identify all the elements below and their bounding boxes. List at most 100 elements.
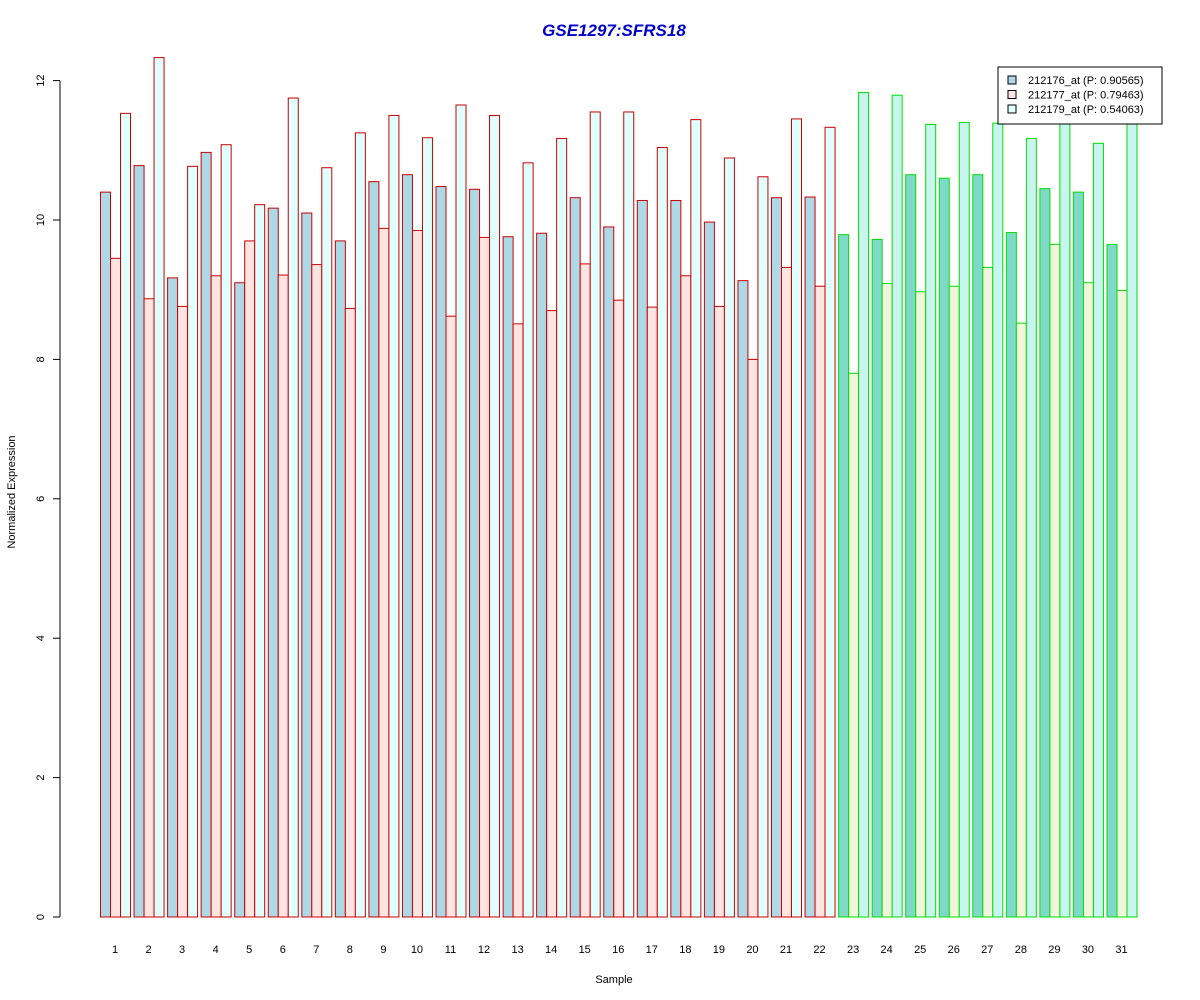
legend-swatch-3	[1007, 104, 1017, 114]
x-tick-label: 24	[881, 944, 893, 956]
x-tick-label: 15	[579, 944, 591, 956]
bar-sample-14-series-3	[556, 137, 568, 918]
bar-sample-11-series-3	[455, 104, 467, 918]
legend-label-2: 212177_at (P: 0.79463)	[1028, 90, 1144, 102]
x-tick-label: 22	[813, 944, 825, 956]
bar-sample-28-series-3	[1025, 137, 1037, 918]
bar-sample-12-series-2	[479, 236, 491, 918]
bar-sample-22-series-1	[804, 196, 816, 918]
bar-sample-5-series-2	[244, 240, 256, 918]
bar-sample-13-series-1	[502, 236, 514, 918]
bar-sample-10-series-3	[421, 137, 433, 918]
x-tick-label: 25	[914, 944, 926, 956]
x-tick-label: 2	[145, 944, 151, 956]
y-tick-label: 12	[35, 74, 47, 86]
bar-sample-8-series-1	[334, 240, 346, 918]
bar-sample-23-series-3	[858, 91, 870, 918]
bar-sample-12-series-3	[489, 114, 501, 918]
y-tick-label: 2	[35, 775, 47, 781]
x-tick-label: 9	[380, 944, 386, 956]
bar-sample-31-series-2	[1116, 289, 1128, 918]
x-tick-label: 10	[411, 944, 423, 956]
legend-box	[997, 66, 1163, 125]
bar-sample-19-series-1	[703, 221, 715, 918]
bar-sample-17-series-1	[636, 199, 648, 918]
bar-sample-1-series-2	[110, 257, 121, 918]
bar-sample-12-series-1	[469, 188, 481, 918]
bar-sample-18-series-3	[690, 119, 702, 918]
bar-sample-25-series-3	[925, 124, 937, 918]
legend-swatch-1	[1007, 75, 1017, 85]
x-tick-label: 3	[179, 944, 185, 956]
bar-sample-29-series-2	[1049, 243, 1061, 918]
x-tick-label: 13	[511, 944, 523, 956]
bar-sample-2-series-2	[143, 298, 155, 918]
bar-sample-16-series-1	[603, 226, 615, 918]
bar-sample-18-series-2	[680, 275, 692, 918]
bar-sample-4-series-2	[210, 275, 222, 918]
y-axis: 0 2 4 6 8 10 12	[35, 74, 61, 920]
y-tick-label: 0	[35, 914, 47, 920]
bar-sample-24-series-1	[871, 239, 883, 918]
bar-sample-20-series-2	[747, 358, 759, 918]
y-tick-label: 4	[35, 635, 47, 641]
x-tick-label: 18	[679, 944, 691, 956]
x-tick-labels: 1 2 3 4 5 6 7 8 9 10 11 12 13 14 15 16 17 18 19 20 21 22 23 24 2…	[112, 944, 1128, 956]
x-tick-label: 5	[246, 944, 252, 956]
x-tick-label: 28	[1015, 944, 1027, 956]
bar-sample-23-series-1	[838, 234, 850, 918]
bar-sample-21-series-2	[781, 266, 792, 918]
bar-sample-23-series-2	[848, 372, 860, 918]
bar-sample-21-series-1	[771, 197, 782, 918]
bar-sample-4-series-3	[220, 144, 232, 918]
y-axis-label: Normalized Expression	[6, 435, 18, 548]
bar-sample-21-series-3	[791, 118, 802, 918]
bar-sample-2-series-3	[153, 57, 165, 918]
bar-sample-22-series-3	[824, 126, 836, 918]
bar-sample-24-series-3	[891, 94, 903, 918]
bar-sample-11-series-2	[445, 315, 457, 918]
bar-sample-15-series-2	[579, 263, 591, 918]
bar-sample-15-series-1	[569, 197, 581, 918]
bar-sample-24-series-2	[881, 282, 893, 918]
x-tick-label: 30	[1082, 944, 1094, 956]
bar-sample-30-series-3	[1092, 142, 1104, 918]
x-tick-label: 17	[646, 944, 658, 956]
x-tick-label: 6	[280, 944, 286, 956]
bar-sample-7-series-1	[301, 212, 313, 918]
bar-sample-2-series-1	[133, 165, 145, 918]
bar-sample-16-series-3	[623, 111, 635, 918]
x-tick-label: 16	[612, 944, 624, 956]
bar-sample-6-series-1	[267, 207, 279, 918]
x-axis-label: Sample	[595, 974, 632, 986]
bar-sample-25-series-1	[905, 174, 917, 918]
bar-sample-17-series-2	[646, 306, 658, 918]
bar-sample-20-series-3	[757, 176, 769, 918]
bar-sample-4-series-1	[200, 151, 212, 918]
bar-sample-5-series-3	[254, 204, 266, 918]
x-tick-label: 26	[948, 944, 960, 956]
y-tick-label: 6	[35, 496, 47, 502]
bar-sample-3-series-3	[187, 165, 199, 918]
bar-sample-19-series-3	[723, 157, 735, 918]
bar-sample-9-series-3	[388, 114, 400, 918]
bar-sample-3-series-2	[177, 305, 189, 918]
bar-sample-19-series-2	[713, 305, 725, 918]
chart-title: GSE1297:SFRS18	[542, 21, 686, 40]
x-tick-label: 23	[847, 944, 859, 956]
legend-label-3: 212179_at (P: 0.54063)	[1028, 104, 1144, 116]
bar-sample-30-series-1	[1072, 191, 1084, 918]
bar-sample-7-series-2	[311, 264, 323, 918]
bar-sample-20-series-1	[737, 280, 749, 918]
bar-sample-8-series-2	[344, 308, 356, 918]
bar-sample-9-series-2	[378, 227, 390, 918]
bar-sample-28-series-1	[1005, 232, 1017, 918]
x-tick-label: 14	[545, 944, 557, 956]
bar-sample-31-series-3	[1126, 111, 1138, 918]
bar-sample-26-series-1	[938, 177, 950, 918]
x-tick-label: 29	[1048, 944, 1060, 956]
bar-sample-25-series-2	[915, 291, 927, 918]
bar-sample-14-series-1	[536, 232, 548, 918]
bar-sample-11-series-1	[435, 186, 447, 918]
bar-sample-26-series-3	[958, 121, 970, 918]
